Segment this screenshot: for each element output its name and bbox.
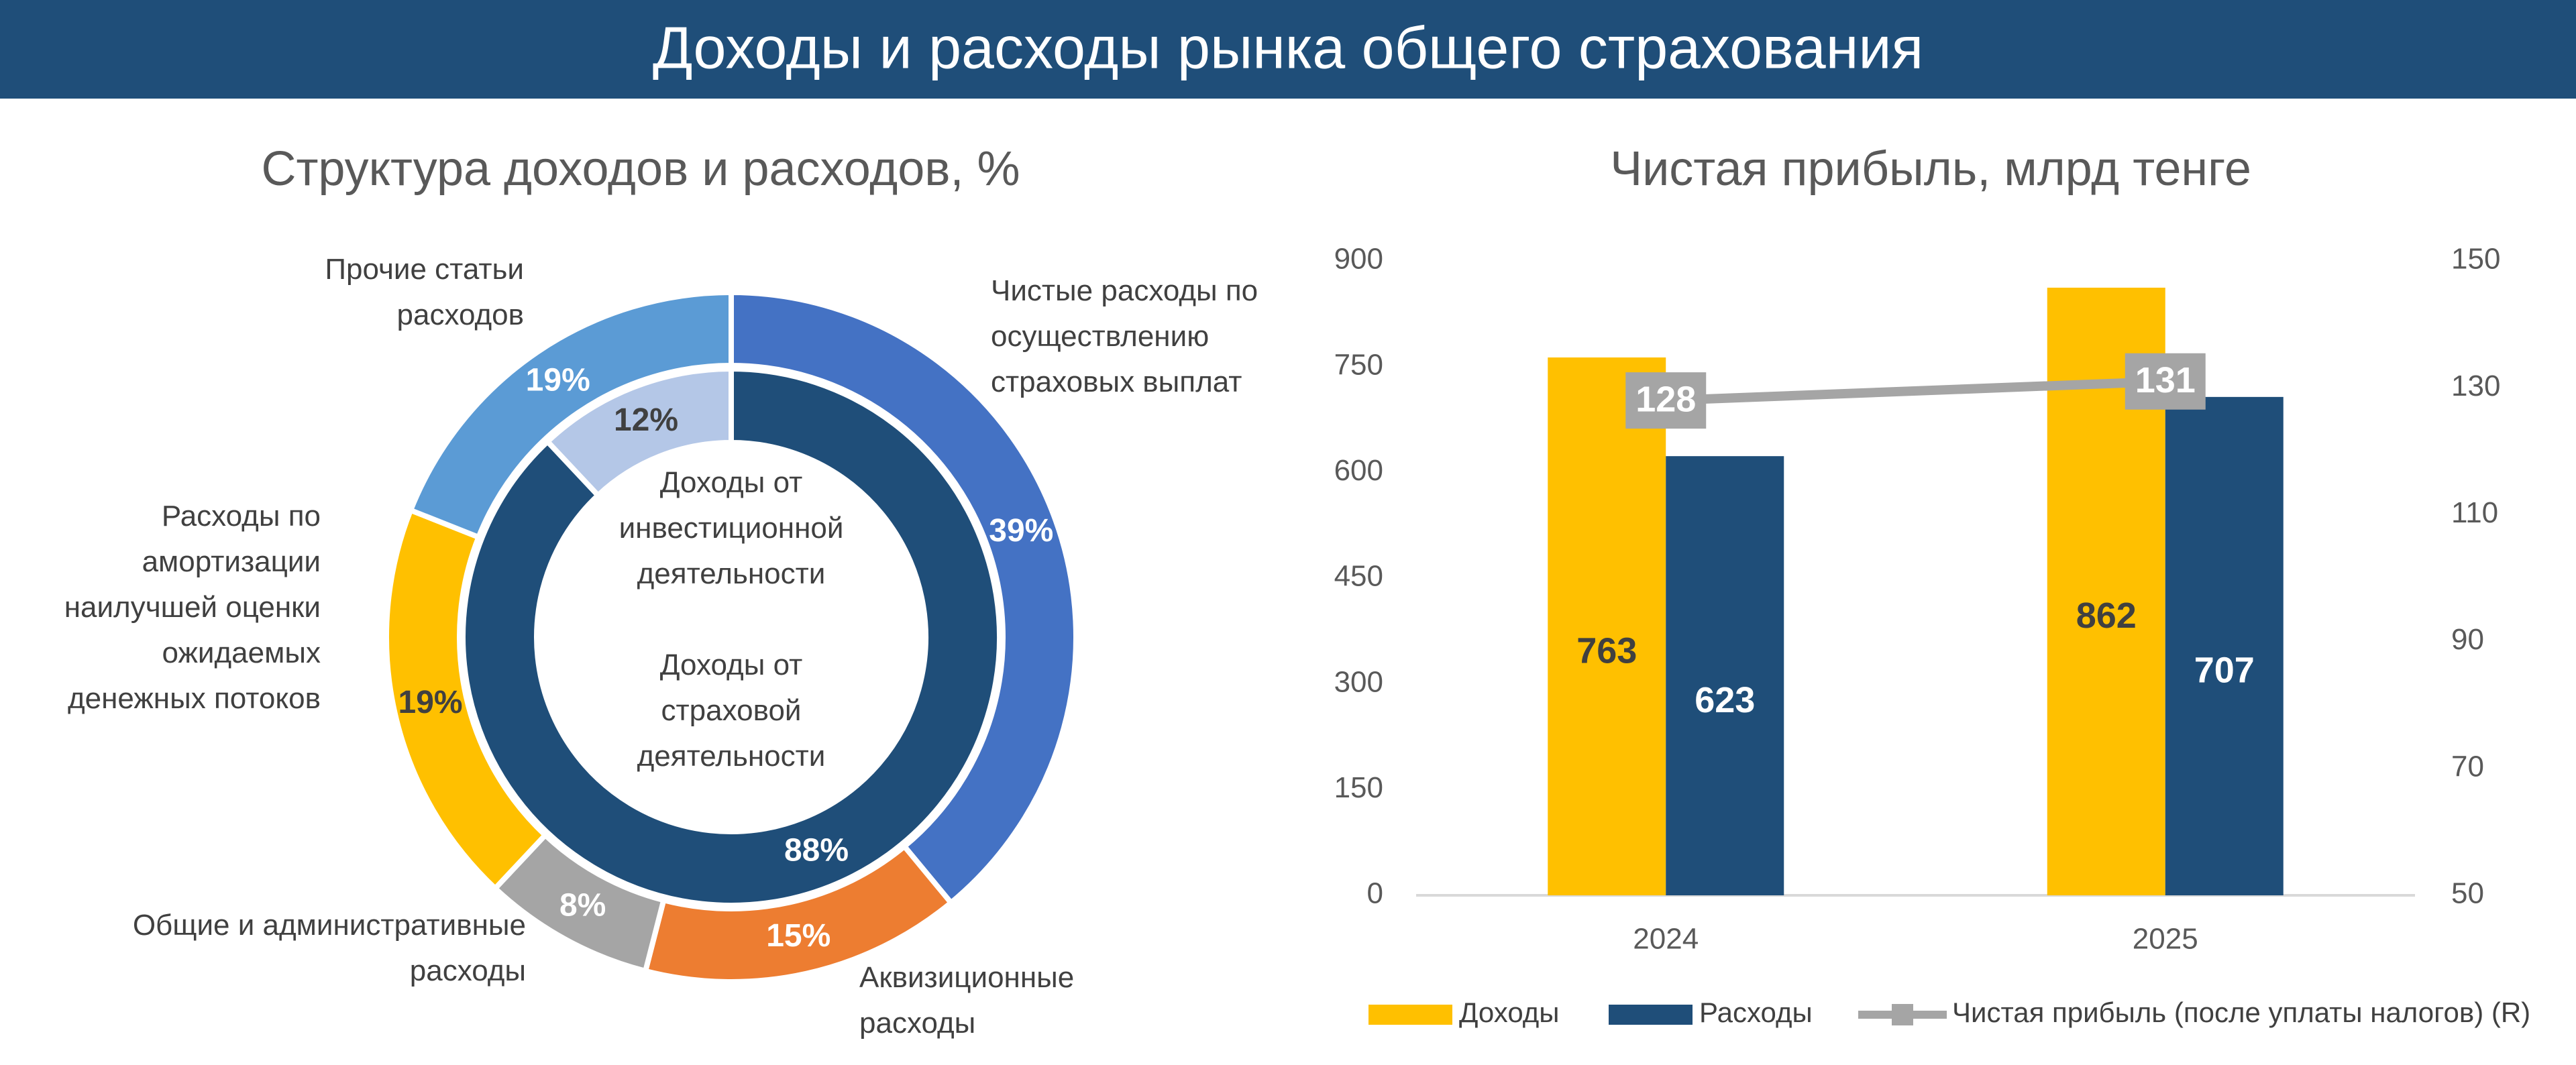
y2-tick-label: 50 bbox=[2451, 877, 2484, 910]
bar-value-label: 763 bbox=[1576, 630, 1637, 671]
legend-label: Чистая прибыль (после уплаты налогов) (R… bbox=[1952, 997, 2530, 1028]
header-title: Доходы и расходы рынка общего страховани… bbox=[653, 14, 1923, 80]
donut-segment bbox=[729, 289, 1079, 907]
line-label-box bbox=[1625, 372, 1707, 429]
y-tick-label: 450 bbox=[1334, 560, 1383, 593]
header-bar bbox=[0, 0, 2576, 99]
bar-value-label: 862 bbox=[2076, 596, 2137, 636]
bar bbox=[1666, 456, 1784, 895]
percent-label: 88% bbox=[784, 832, 849, 868]
segment-label: Прочие статьи расходов bbox=[325, 253, 524, 331]
bar bbox=[2165, 396, 2284, 895]
line-label-box bbox=[2125, 353, 2206, 410]
x-tick-label: 2025 bbox=[2133, 923, 2198, 956]
legend-swatch bbox=[1609, 1005, 1693, 1025]
y2-tick-label: 70 bbox=[2451, 750, 2484, 783]
legend-label: Доходы bbox=[1459, 997, 1559, 1028]
segment-label: Доходы от страховой деятельности bbox=[637, 649, 826, 773]
percent-label: 19% bbox=[526, 363, 590, 398]
y-tick-label: 150 bbox=[1334, 771, 1383, 804]
y2-tick-label: 90 bbox=[2451, 623, 2484, 656]
percent-label: 8% bbox=[559, 887, 606, 923]
y-tick-label: 300 bbox=[1334, 665, 1383, 698]
donut-segment bbox=[407, 289, 734, 541]
y2-tick-label: 150 bbox=[2451, 243, 2500, 276]
segment-label: Общие и административные расходы bbox=[132, 909, 526, 987]
x-tick-label: 2024 bbox=[1633, 923, 1699, 956]
line bbox=[1665, 376, 2166, 406]
bar-value-label: 707 bbox=[2194, 651, 2255, 691]
y-tick-label: 900 bbox=[1334, 243, 1383, 276]
bar bbox=[1548, 357, 1666, 895]
percent-label: 39% bbox=[989, 513, 1053, 549]
bar-value-label: 623 bbox=[1695, 680, 1755, 720]
legend-marker bbox=[1892, 1004, 1913, 1025]
legend-label: Расходы bbox=[1699, 997, 1813, 1028]
percent-label: 19% bbox=[398, 685, 463, 720]
segment-label: Доходы от инвестиционной деятельности bbox=[619, 466, 844, 590]
percent-label: 15% bbox=[766, 918, 830, 954]
y2-tick-label: 130 bbox=[2451, 370, 2500, 402]
y-tick-label: 750 bbox=[1334, 348, 1383, 381]
y-tick-label: 0 bbox=[1367, 877, 1383, 910]
donut-segment bbox=[543, 366, 734, 500]
donut-title: Структура доходов и расходов, % bbox=[261, 142, 1020, 196]
segment-label: Аквизиционные расходы bbox=[859, 961, 1075, 1040]
segment-label: Расходы по амортизации наилучшей оценки … bbox=[64, 500, 321, 715]
bar-title: Чистая прибыль, млрд тенге bbox=[1610, 142, 2251, 196]
y2-tick-label: 110 bbox=[2451, 496, 2498, 529]
legend-swatch bbox=[1368, 1005, 1452, 1025]
line-value-label: 131 bbox=[2135, 360, 2196, 400]
y-tick-label: 600 bbox=[1334, 454, 1383, 487]
segment-label: Чистые расходы по осуществлению страховы… bbox=[991, 274, 1258, 398]
donut-segment bbox=[460, 366, 1002, 908]
percent-label: 12% bbox=[614, 402, 678, 438]
line-value-label: 128 bbox=[1635, 379, 1696, 419]
